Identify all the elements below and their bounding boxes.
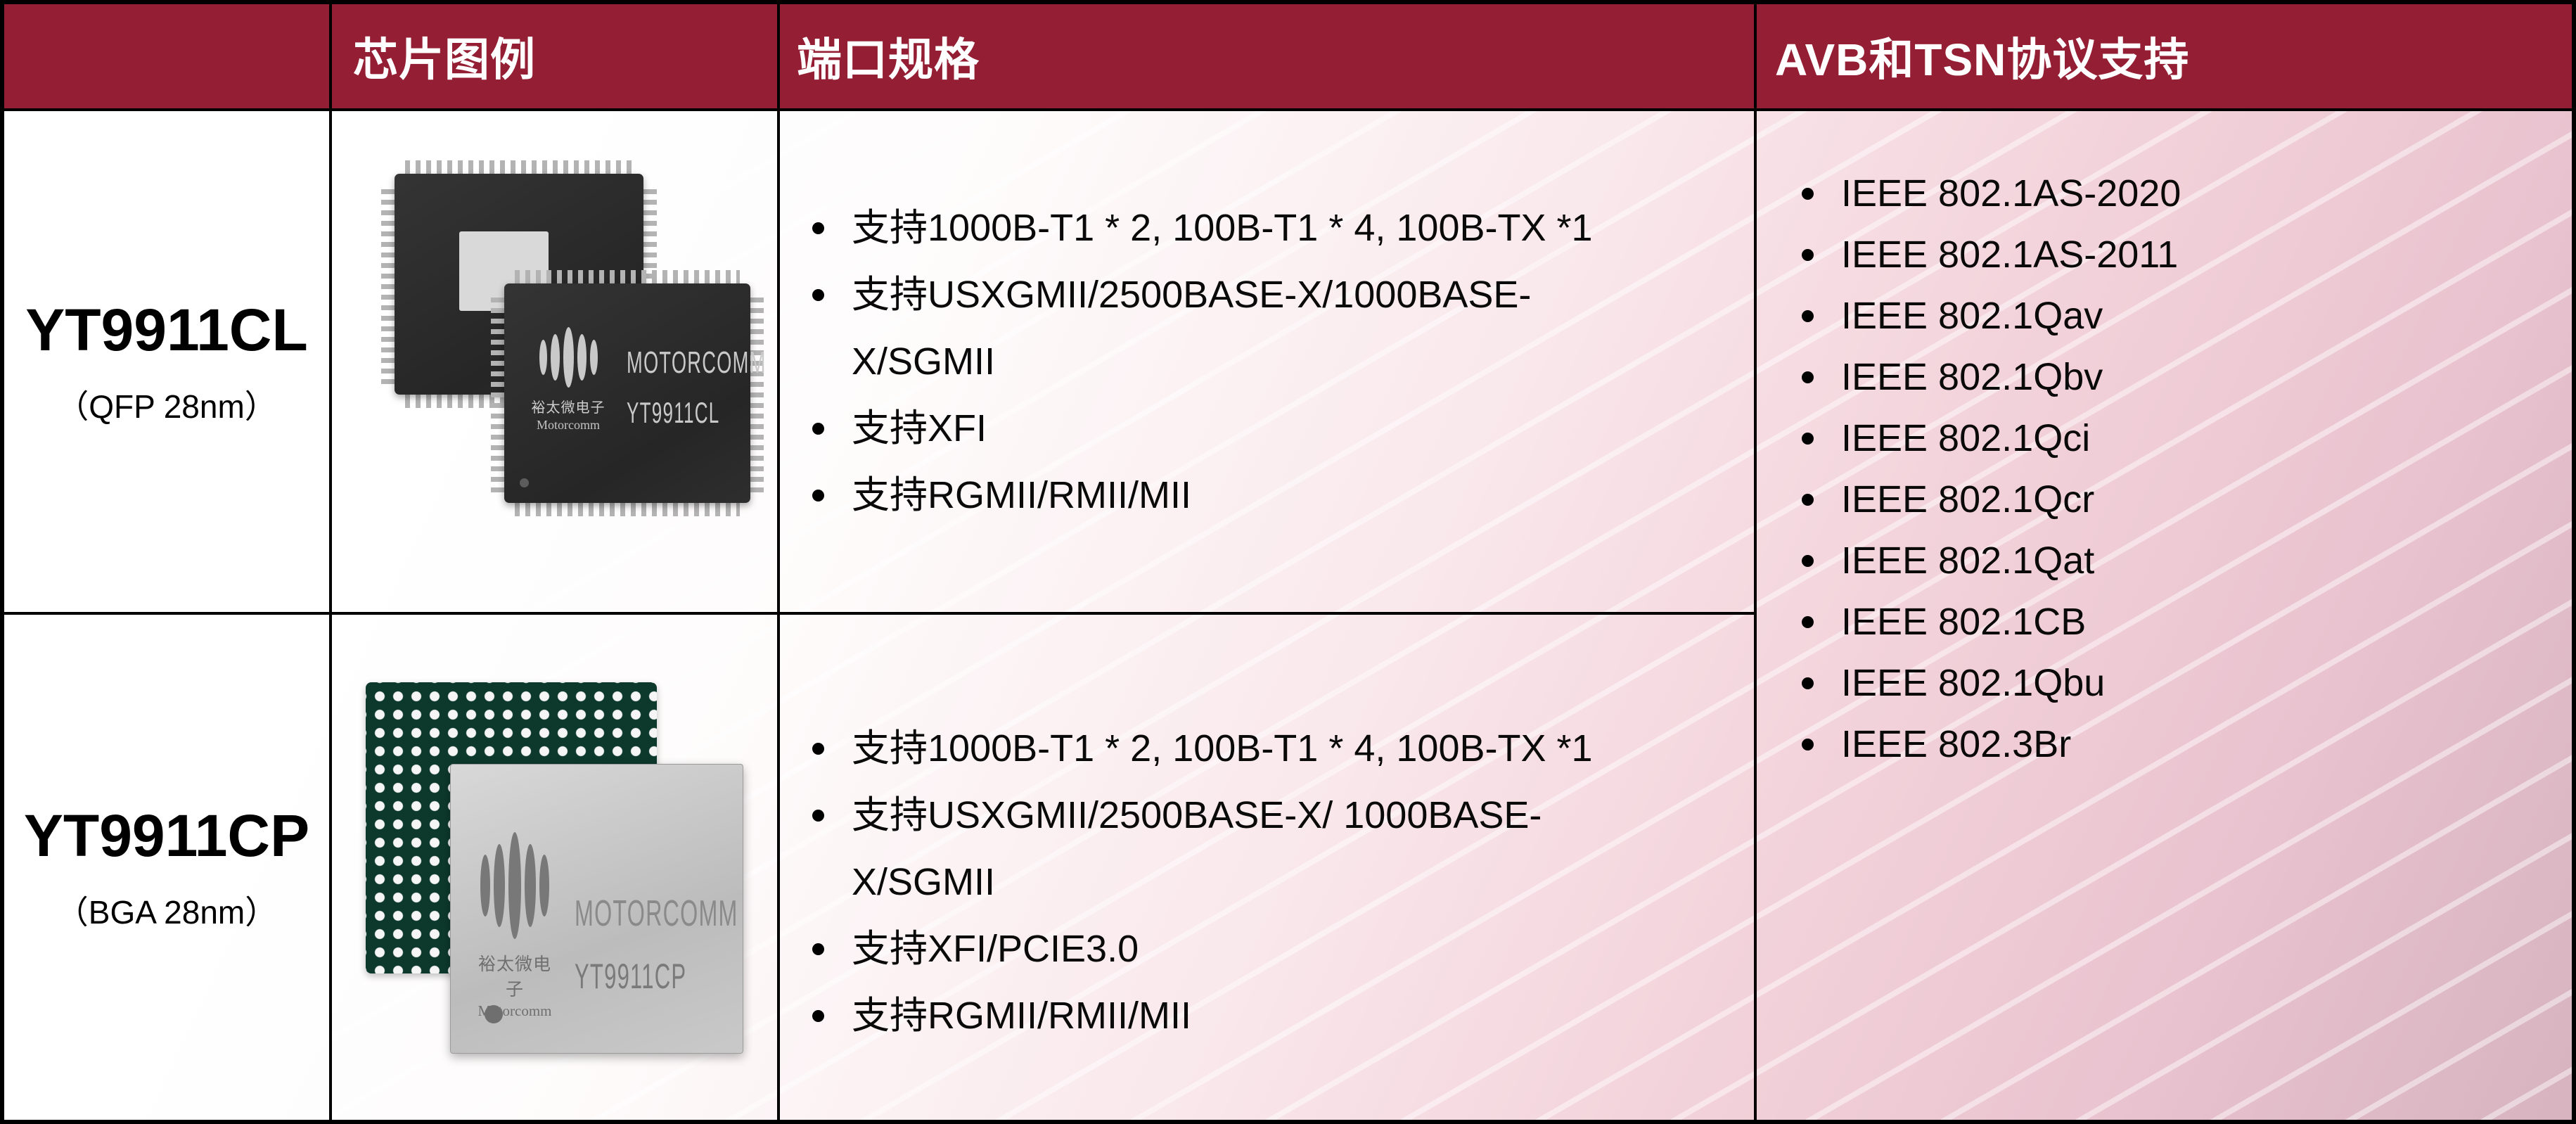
header-blank: [4, 4, 332, 111]
header-chip-image: 芯片图例: [332, 4, 780, 111]
logo-lens-icon: [525, 844, 536, 927]
qfp-chip-front: 裕太微电子 Motorcomm MOTORCOMM YT9911CL: [491, 270, 765, 516]
chip-name: YT9911CP: [23, 802, 310, 869]
model-marking: YT9911CP: [575, 957, 687, 996]
avb-tsn-item: IEEE 802.1Qbu: [1796, 653, 2558, 714]
logo-english-name: Motorcomm: [478, 1002, 552, 1019]
avb-tsn-item: IEEE 802.1Qci: [1796, 408, 2558, 469]
avb-tsn-list: IEEE 802.1AS-2020 IEEE 802.1AS-2011 IEEE…: [1796, 163, 2558, 775]
port-spec-item: 支持RGMII/RMII/MII: [807, 983, 1754, 1049]
avb-tsn-item: IEEE 802.1Qat: [1796, 530, 2558, 592]
port-spec-item: 支持1000B-T1 * 2, 100B-T1 * 4, 100B-TX *1: [807, 195, 1754, 262]
qfp-pins-bottom: [515, 503, 740, 516]
logo-lens-icon: [508, 832, 521, 939]
logo-lens-icon: [550, 334, 560, 381]
port-spec-cell-yt9911cp: 支持1000B-T1 * 2, 100B-T1 * 4, 100B-TX *1 …: [780, 615, 1757, 1120]
avb-tsn-item: IEEE 802.3Br: [1796, 714, 2558, 775]
qfp-pins-right: [750, 294, 764, 492]
qfp-pins-top: [515, 270, 740, 283]
logo-lens-icon: [589, 340, 598, 375]
chip-marking-text: MOTORCOMM YT9911CP: [575, 893, 838, 997]
header-port-spec: 端口规格: [780, 4, 1757, 111]
yt9911cl-chip-photo: 裕太微电子 Motorcomm MOTORCOMM YT9911CL: [332, 111, 777, 612]
motorcomm-logo-icon: [470, 832, 559, 939]
port-spec-cell-yt9911cl: 支持1000B-T1 * 2, 100B-T1 * 4, 100B-TX *1 …: [780, 111, 1757, 615]
brand-name-marking: MOTORCOMM: [627, 345, 767, 380]
chip-image-cell-yt9911cp: 裕太微电子 Motorcomm MOTORCOMM YT9911CP: [332, 615, 780, 1120]
logo-lens-icon: [539, 340, 547, 375]
logo-lens-icon: [539, 855, 549, 917]
port-spec-list: 支持1000B-T1 * 2, 100B-T1 * 4, 100B-TX *1 …: [807, 195, 1754, 529]
chip-name-cell-yt9911cp: YT9911CP （BGA 28nm）: [4, 615, 332, 1120]
brand-name-marking: MOTORCOMM: [575, 893, 738, 934]
chip-package: （QFP 28nm）: [56, 388, 277, 425]
qfp-pins-left: [381, 184, 395, 384]
chip-marking-text: MOTORCOMM YT9911CL: [627, 345, 852, 430]
avb-tsn-item: IEEE 802.1AS-2020: [1796, 163, 2558, 224]
logo-lens-icon: [494, 844, 505, 927]
bga-chip-front: 裕太微电子 Motorcomm MOTORCOMM YT9911CP: [450, 764, 743, 1054]
chip-name-cell-yt9911cl: YT9911CL （QFP 28nm）: [4, 111, 332, 615]
chip-image-cell-yt9911cl: 裕太微电子 Motorcomm MOTORCOMM YT9911CL: [332, 111, 780, 615]
port-spec-item: 支持1000B-T1 * 2, 100B-T1 * 4, 100B-TX *1: [807, 715, 1754, 782]
qfp-pins-left: [491, 294, 504, 492]
motorcomm-logo: 裕太微电子 Motorcomm: [530, 327, 607, 433]
motorcomm-logo-icon: [530, 327, 607, 388]
model-marking: YT9911CL: [627, 396, 720, 429]
qfp-body: 裕太微电子 Motorcomm MOTORCOMM YT9911CL: [504, 283, 765, 503]
pin1-marker-icon: [520, 478, 529, 487]
motorcomm-logo: 裕太微电子 Motorcomm: [470, 832, 559, 1020]
port-spec-item: 支持RGMII/RMII/MII: [807, 462, 1754, 529]
qfp-pins-top: [405, 160, 633, 174]
logo-chinese-name: 裕太微电子: [531, 400, 605, 416]
port-spec-item: 支持USXGMII/2500BASE-X/ 1000BASE- X/SGMII: [807, 782, 1754, 916]
header-avb-tsn: AVB和TSN协议支持: [1757, 4, 2572, 111]
pin1-marker-icon: [485, 1005, 503, 1023]
avb-tsn-item: IEEE 802.1CB: [1796, 592, 2558, 653]
avb-tsn-item: IEEE 802.1Qav: [1796, 286, 2558, 347]
logo-chinese-name: 裕太微电子: [478, 954, 551, 1000]
chip-name: YT9911CL: [25, 296, 308, 363]
logo-lens-icon: [563, 327, 574, 388]
port-spec-item: 支持XFI/PCIE3.0: [807, 916, 1754, 983]
avb-tsn-item: IEEE 802.1Qbv: [1796, 347, 2558, 408]
yt9911cp-chip-photo: 裕太微电子 Motorcomm MOTORCOMM YT9911CP: [332, 615, 777, 1120]
port-spec-item: 支持XFI: [807, 395, 1754, 462]
chip-package: （BGA 28nm）: [56, 893, 278, 931]
port-spec-item: 支持USXGMII/2500BASE-X/1000BASE- X/SGMII: [807, 262, 1754, 395]
logo-lens-icon: [480, 855, 490, 917]
logo-lens-icon: [577, 334, 587, 381]
avb-tsn-item: IEEE 802.1Qcr: [1796, 469, 2558, 530]
avb-tsn-item: IEEE 802.1AS-2011: [1796, 224, 2558, 286]
logo-english-name: Motorcomm: [537, 418, 600, 432]
avb-tsn-cell: IEEE 802.1AS-2020 IEEE 802.1AS-2011 IEEE…: [1757, 111, 2572, 1120]
port-spec-list: 支持1000B-T1 * 2, 100B-T1 * 4, 100B-TX *1 …: [807, 715, 1754, 1049]
